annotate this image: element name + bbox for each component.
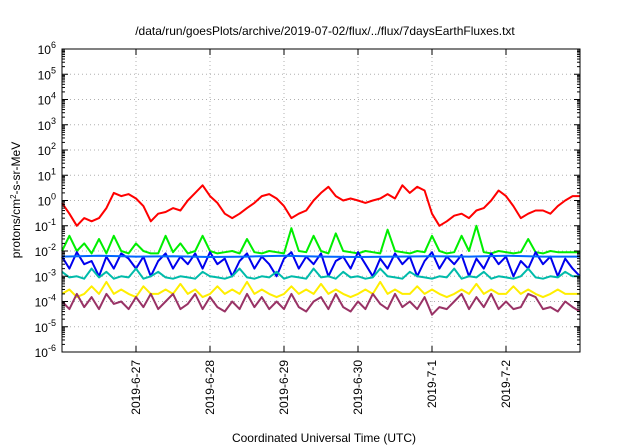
y-tick-label: 10-2 [35,242,56,259]
y-tick-label: 10-6 [35,343,56,360]
series-line-5 [61,280,580,299]
y-tick-label: 104 [38,91,56,108]
chart-title: /data/run/goesPlots/archive/2019-07-02/f… [135,24,515,38]
series-line-3 [61,254,580,258]
y-tick-label: 106 [38,40,56,57]
x-tick-label: 2019-6-30 [351,360,365,415]
y-label-sup: 2 [9,194,18,199]
y-tick-label: 10-4 [35,293,56,310]
y-tick-label: 101 [38,166,56,183]
axis-layer: 10-6 10-5 10-4 10-3 10-2 10-1 100 101 102 103 104 1… [35,40,580,415]
y-tick-label: 10-5 [35,318,56,335]
y-tick-label: 10-3 [35,267,56,284]
x-tick-label: 2019-6-29 [277,360,291,415]
y-axis-label: protons/cm2-s-sr-MeV [9,142,24,258]
x-axis-label: Coordinated Universal Time (UTC) [232,431,416,445]
y-tick-label: 100 [38,192,56,209]
series-line-6 [61,292,581,316]
y-tick-label: 103 [38,116,56,133]
x-tick-label: 2019-6-27 [129,360,143,415]
x-tick-label: 2019-7-2 [499,360,513,408]
y-tick-label: 105 [38,65,56,82]
series-line-1 [61,224,580,255]
x-tick-label: 2019-7-1 [425,360,439,408]
series-line-0 [61,184,580,227]
series-layer [61,184,581,316]
y-label-base: protons/cm [9,199,23,258]
y-tick-label: 102 [38,141,56,158]
x-tick-label: 2019-6-28 [203,360,217,415]
series-line-4 [61,267,580,280]
y-tick-label: 10-1 [35,217,56,234]
y-label-rest: -s-sr-MeV [9,142,23,195]
